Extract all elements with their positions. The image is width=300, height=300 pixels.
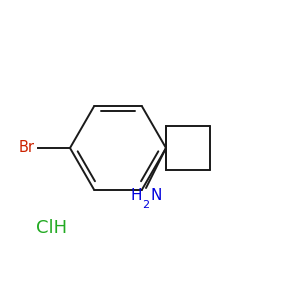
Text: H: H — [130, 188, 142, 203]
Text: ClH: ClH — [36, 219, 68, 237]
Text: Br: Br — [19, 140, 35, 155]
Text: N: N — [150, 188, 161, 203]
Text: 2: 2 — [142, 200, 149, 210]
